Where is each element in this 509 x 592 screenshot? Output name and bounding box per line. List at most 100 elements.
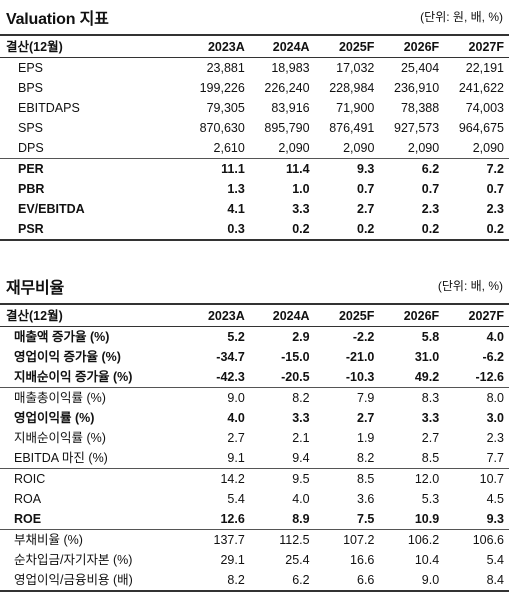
cell-value: -12.6: [444, 367, 509, 388]
cell-value: 0.3: [185, 219, 250, 241]
column-header: 2025F: [314, 36, 380, 58]
cell-value: 10.7: [479, 472, 504, 486]
row-label: 영업이익/금융비용 (배): [0, 570, 185, 592]
row-label: ROIC: [14, 472, 46, 486]
cell-value: 5.8: [421, 330, 440, 344]
section-spacer: [0, 241, 509, 269]
cell-value: 31.0: [414, 350, 440, 364]
valuation-body: EPS 23,881 18,983 17,032 25,404 22,191 BPS 199,…: [0, 58, 509, 241]
table-row: ROE 12.6 8.9 7.5 10.9 9.3: [0, 509, 509, 530]
cell-value: 7.7: [444, 448, 509, 469]
valuation-table: 결산(12월) 2023A 2024A 2025F 2026F 2027F EP…: [0, 36, 509, 241]
cell-value: -21.0: [345, 350, 375, 364]
cell-value: 4.0: [486, 330, 504, 344]
cell-value: 0.2: [444, 219, 509, 241]
cell-value: 1.9: [357, 431, 375, 445]
row-label: EBITDAPS: [18, 101, 80, 115]
cell-value: 7.5: [314, 509, 380, 530]
cell-value: 2.1: [292, 431, 310, 445]
cell-value: 106.2: [407, 533, 440, 547]
cell-value: 12.0: [414, 472, 440, 486]
cell-value: 228,984: [329, 81, 375, 95]
row-label: EPS: [18, 61, 44, 75]
cell-value: 16.6: [350, 553, 375, 567]
table-row: PER 11.1 11.4 9.3 6.2 7.2: [0, 159, 509, 180]
table-row: PSR 0.3 0.2 0.2 0.2 0.2: [0, 219, 509, 241]
cell-value: 226,240: [264, 81, 310, 95]
cell-value: 8.2: [314, 448, 380, 469]
cell-value: 9.3: [357, 162, 375, 176]
row-label: 영업이익 증가율 (%): [14, 350, 121, 364]
cell-value: 9.4: [249, 448, 315, 469]
row-label: EBITDA 마진 (%): [0, 448, 185, 469]
table-row: 매출액 증가율 (%) 5.2 2.9 -2.2 5.8 4.0: [0, 327, 509, 348]
table-row: 영업이익 증가율 (%) -34.7 -15.0 -21.0 31.0 -6.2: [0, 347, 509, 367]
table-row: DPS 2,610 2,090 2,090 2,090 2,090: [0, 138, 509, 159]
cell-value: 2.9: [292, 330, 310, 344]
cell-value: 9.5: [292, 472, 310, 486]
table-row: 매출총이익률 (%) 9.0 8.2 7.9 8.3 8.0: [0, 388, 509, 409]
valuation-section: Valuation 지표 (단위: 원, 배, %) 결산(12월) 2023A…: [0, 0, 509, 241]
cell-value: 11.1: [221, 162, 245, 176]
column-header: 결산(12월): [0, 305, 185, 327]
cell-value: 5.4: [227, 492, 245, 506]
cell-value: 18,983: [271, 61, 310, 75]
cell-value: 8.2: [185, 570, 250, 592]
cell-value: 8.2: [292, 391, 310, 405]
cell-value: 8.5: [379, 448, 445, 469]
cell-value: 9.0: [227, 391, 245, 405]
row-label: PSR: [0, 219, 185, 241]
row-label: 매출액 증가율 (%): [14, 330, 110, 344]
valuation-header-row: 결산(12월) 2023A 2024A 2025F 2026F 2027F: [0, 36, 509, 58]
column-header: 2027F: [444, 36, 509, 58]
cell-value: 5.4: [486, 553, 504, 567]
cell-value: 2,090: [314, 138, 380, 159]
cell-value: 2.7: [421, 431, 440, 445]
cell-value: 71,900: [336, 101, 375, 115]
cell-value: 3.3: [421, 411, 440, 425]
cell-value: 2.3: [421, 202, 440, 216]
column-header: 2023A: [185, 36, 250, 58]
cell-value: 8.3: [421, 391, 440, 405]
ratios-header-row: 결산(12월) 2023A 2024A 2025F 2026F 2027F: [0, 305, 509, 327]
cell-value: 4.5: [486, 492, 504, 506]
cell-value: 1.3: [227, 182, 245, 196]
row-label: SPS: [18, 121, 44, 135]
cell-value: 78,388: [400, 101, 440, 115]
cell-value: 14.2: [220, 472, 245, 486]
cell-value: 199,226: [199, 81, 245, 95]
cell-value: 8.4: [444, 570, 509, 592]
column-header: 2027F: [444, 305, 509, 327]
cell-value: 112.5: [279, 533, 310, 547]
cell-value: -42.3: [185, 367, 250, 388]
row-label: 지배순이익률 (%): [14, 431, 106, 445]
table-row: 영업이익/금융비용 (배) 8.2 6.2 6.6 9.0 8.4: [0, 570, 509, 592]
cell-value: 0.7: [421, 182, 440, 196]
cell-value: 17,032: [336, 61, 375, 75]
cell-value: 2,090: [249, 138, 315, 159]
column-header: 2026F: [379, 305, 445, 327]
cell-value: 876,491: [329, 121, 375, 135]
table-row: 순차입금/자기자본 (%) 29.1 25.4 16.6 10.4 5.4: [0, 550, 509, 570]
cell-value: 0.7: [486, 182, 504, 196]
table-row: BPS 199,226 226,240 228,984 236,910 241,622: [0, 78, 509, 98]
row-label: EV/EBITDA: [18, 202, 85, 216]
cell-value: 6.6: [314, 570, 380, 592]
cell-value: 11.4: [285, 162, 310, 176]
table-row: SPS 870,630 895,790 876,491 927,573 964,675: [0, 118, 509, 138]
column-header: 2024A: [249, 305, 315, 327]
table-row: EBITDAPS 79,305 83,916 71,900 78,388 74,003: [0, 98, 509, 118]
table-row: ROA 5.4 4.0 3.6 5.3 4.5: [0, 489, 509, 509]
cell-value: 870,630: [199, 121, 245, 135]
cell-value: 25.4: [285, 553, 310, 567]
column-header: 2024A: [249, 36, 315, 58]
cell-value: 10.9: [379, 509, 445, 530]
cell-value: 236,910: [394, 81, 440, 95]
cell-value: -10.3: [314, 367, 380, 388]
cell-value: 2,610: [185, 138, 250, 159]
cell-value: -2.2: [352, 330, 375, 344]
valuation-unit: (단위: 원, 배, %): [420, 10, 503, 24]
ratios-table: 결산(12월) 2023A 2024A 2025F 2026F 2027F 매출…: [0, 305, 509, 592]
cell-value: 2.3: [486, 431, 504, 445]
cell-value: 0.2: [249, 219, 315, 241]
